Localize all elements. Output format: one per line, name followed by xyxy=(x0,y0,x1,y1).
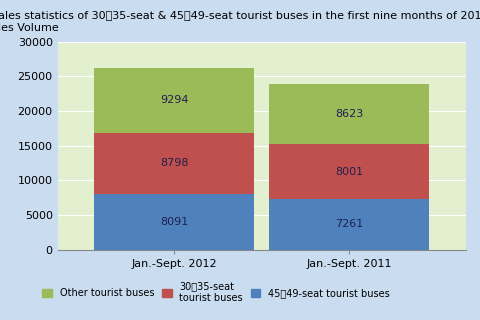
Text: 8001: 8001 xyxy=(335,166,363,177)
Text: 8091: 8091 xyxy=(160,217,188,227)
Bar xyxy=(269,144,429,199)
Bar xyxy=(269,199,429,250)
Text: 7261: 7261 xyxy=(335,220,363,229)
Legend: Other tourist buses, 30＾35-seat
tourist buses, 45＾49-seat tourist buses: Other tourist buses, 30＾35-seat tourist … xyxy=(42,282,390,303)
Text: 8623: 8623 xyxy=(335,109,363,119)
Text: Sales statistics of 30＾35-seat & 45＾49-seat tourist buses in the first nine mont: Sales statistics of 30＾35-seat & 45＾49-s… xyxy=(0,10,480,20)
Text: 9294: 9294 xyxy=(160,95,189,105)
Bar xyxy=(94,132,254,194)
Bar xyxy=(94,68,254,132)
Bar xyxy=(94,194,254,250)
Text: Sales Volume: Sales Volume xyxy=(0,23,59,33)
Bar xyxy=(269,84,429,144)
Text: 8798: 8798 xyxy=(160,158,189,168)
